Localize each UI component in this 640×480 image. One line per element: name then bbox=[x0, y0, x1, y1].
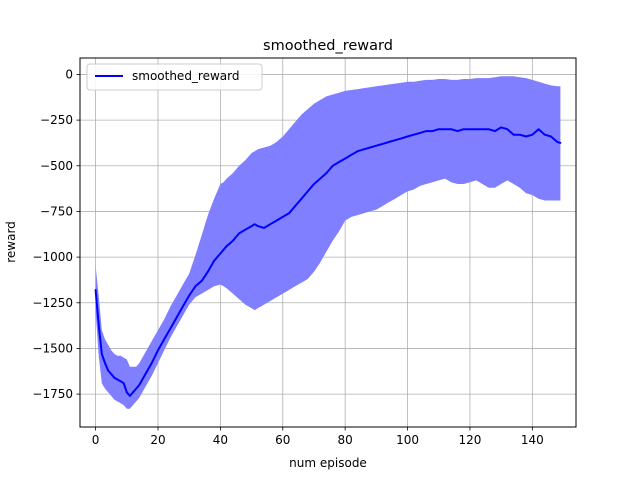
y-axis-ticks: 0 −250 −500 −750 −1000 −1250 −1500 −1750 bbox=[32, 67, 80, 401]
x-tick-label: 60 bbox=[275, 433, 290, 447]
legend: smoothed_reward bbox=[86, 63, 263, 91]
y-axis-title: reward bbox=[4, 221, 18, 263]
std-band-layer bbox=[95, 76, 561, 409]
x-tick-label: 20 bbox=[150, 433, 165, 447]
x-tick-label: 120 bbox=[458, 433, 481, 447]
y-tick-label: −250 bbox=[40, 113, 73, 127]
chart-title: smoothed_reward bbox=[263, 38, 393, 54]
y-tick-label: −1250 bbox=[32, 296, 73, 310]
legend-label: smoothed_reward bbox=[132, 69, 240, 83]
x-tick-label: 80 bbox=[338, 433, 353, 447]
x-tick-label: 40 bbox=[213, 433, 228, 447]
series-line-smoothed-reward bbox=[94, 126, 562, 397]
x-axis-title: num episode bbox=[289, 456, 367, 470]
y-tick-label: −750 bbox=[40, 204, 73, 218]
x-tick-label: 140 bbox=[521, 433, 544, 447]
x-tick-label: 0 bbox=[92, 433, 100, 447]
series-line-layer bbox=[94, 126, 562, 397]
plot-frame bbox=[79, 57, 577, 428]
y-tick-label: −1000 bbox=[32, 250, 73, 264]
y-tick-label: −1750 bbox=[32, 387, 73, 401]
y-tick-label: −1500 bbox=[32, 341, 73, 355]
legend-box bbox=[86, 63, 263, 91]
std-band bbox=[95, 76, 561, 409]
y-tick-label: −500 bbox=[40, 159, 73, 173]
y-tick-label: 0 bbox=[65, 67, 73, 81]
x-axis-ticks: 0 20 40 60 80 100 120 140 bbox=[92, 427, 544, 447]
x-tick-label: 100 bbox=[396, 433, 419, 447]
